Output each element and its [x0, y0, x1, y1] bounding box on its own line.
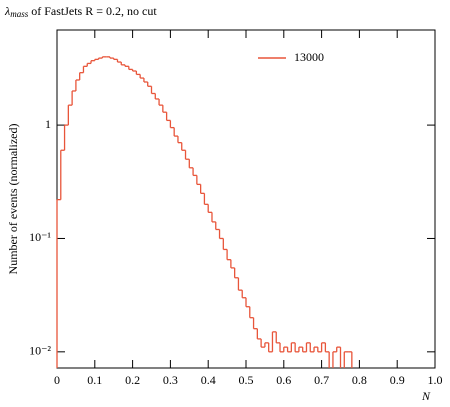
x-tick-label: 0.8 [352, 373, 367, 387]
title-symbol: λ [4, 4, 10, 18]
x-tick-label: 0.7 [314, 373, 329, 387]
plot-frame [56, 29, 436, 369]
x-tick-label: 0.9 [390, 373, 405, 387]
x-tick-label: 0.3 [163, 373, 178, 387]
chart-title: λmass of FastJets R = 0.2, no cut [4, 4, 157, 19]
x-tick-label: 1.0 [428, 373, 443, 387]
x-tick-label: 0.1 [87, 373, 102, 387]
x-tick-label: 0.4 [201, 373, 216, 387]
x-tick-label: 0.5 [239, 373, 254, 387]
title-subscript: mass [10, 9, 29, 19]
title-text: of FastJets R = 0.2, no cut [28, 4, 157, 18]
x-tick-label: 0 [54, 373, 60, 387]
y-tick-label: 1 [45, 117, 51, 131]
x-tick-label: 0.2 [125, 373, 140, 387]
y-tick-label: 10⁻¹ [29, 230, 51, 244]
y-axis-label: Number of events (normalized) [6, 124, 20, 275]
x-axis-label: N [421, 389, 431, 403]
x-tick-label: 0.6 [276, 373, 291, 387]
y-tick-label: 10⁻² [29, 344, 51, 358]
legend-label: 13000 [294, 50, 324, 64]
